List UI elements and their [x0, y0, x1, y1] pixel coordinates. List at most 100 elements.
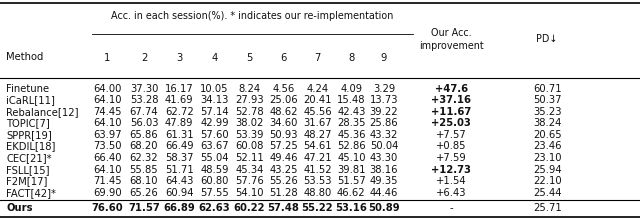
Text: Acc. in each session(%). * indicates our re-implementation: Acc. in each session(%). * indicates our…	[111, 11, 394, 21]
Text: 3: 3	[176, 53, 182, 63]
Text: 10.05: 10.05	[200, 84, 228, 94]
Text: 63.97: 63.97	[93, 130, 122, 140]
Text: 4.24: 4.24	[307, 84, 328, 94]
Text: 13.73: 13.73	[370, 95, 398, 105]
Text: 58.37: 58.37	[165, 153, 193, 163]
Text: 15.48: 15.48	[337, 95, 365, 105]
Text: +7.59: +7.59	[436, 153, 467, 163]
Text: 71.57: 71.57	[128, 203, 160, 214]
Text: 1: 1	[104, 53, 111, 63]
Text: 2: 2	[141, 53, 147, 63]
Text: Ours: Ours	[6, 203, 33, 214]
Text: +1.54: +1.54	[436, 176, 467, 186]
Text: 53.28: 53.28	[130, 95, 158, 105]
Text: 62.72: 62.72	[165, 107, 193, 117]
Text: 63.67: 63.67	[200, 141, 228, 152]
Text: 51.71: 51.71	[165, 165, 193, 175]
Text: 25.86: 25.86	[370, 118, 398, 128]
Text: 35.23: 35.23	[533, 107, 561, 117]
Text: 25.06: 25.06	[269, 95, 298, 105]
Text: FSLL[15]: FSLL[15]	[6, 165, 50, 175]
Text: 52.86: 52.86	[337, 141, 365, 152]
Text: 42.43: 42.43	[337, 107, 365, 117]
Text: EKDIL[18]: EKDIL[18]	[6, 141, 56, 152]
Text: 45.34: 45.34	[236, 165, 264, 175]
Text: Method: Method	[6, 52, 44, 62]
Text: +47.6: +47.6	[435, 84, 468, 94]
Text: 7: 7	[314, 53, 321, 63]
Text: 8: 8	[348, 53, 355, 63]
Text: 56.03: 56.03	[130, 118, 158, 128]
Text: 23.10: 23.10	[533, 153, 561, 163]
Text: 54.10: 54.10	[236, 188, 264, 198]
Text: 60.80: 60.80	[200, 176, 228, 186]
Text: 67.74: 67.74	[130, 107, 158, 117]
Text: -: -	[449, 203, 453, 214]
Text: Our Acc.
improvement: Our Acc. improvement	[419, 28, 483, 51]
Text: 66.89: 66.89	[163, 203, 195, 214]
Text: 43.25: 43.25	[269, 165, 298, 175]
Text: 66.49: 66.49	[165, 141, 193, 152]
Text: 57.25: 57.25	[269, 141, 298, 152]
Text: 34.60: 34.60	[269, 118, 298, 128]
Text: 31.67: 31.67	[303, 118, 332, 128]
Text: 64.10: 64.10	[93, 165, 122, 175]
Text: 60.71: 60.71	[533, 84, 561, 94]
Text: TOPIC[7]: TOPIC[7]	[6, 118, 50, 128]
Text: 65.26: 65.26	[130, 188, 158, 198]
Text: 23.46: 23.46	[533, 141, 561, 152]
Text: 8.24: 8.24	[239, 84, 260, 94]
Text: 25.71: 25.71	[533, 203, 561, 214]
Text: 66.40: 66.40	[93, 153, 122, 163]
Text: 46.62: 46.62	[337, 188, 365, 198]
Text: 62.32: 62.32	[130, 153, 158, 163]
Text: 4: 4	[211, 53, 218, 63]
Text: 74.45: 74.45	[93, 107, 122, 117]
Text: 43.32: 43.32	[370, 130, 398, 140]
Text: 55.04: 55.04	[200, 153, 228, 163]
Text: 51.57: 51.57	[337, 176, 365, 186]
Text: 44.46: 44.46	[370, 188, 398, 198]
Text: 38.02: 38.02	[236, 118, 264, 128]
Text: 53.39: 53.39	[236, 130, 264, 140]
Text: F2M[17]: F2M[17]	[6, 176, 48, 186]
Text: 37.30: 37.30	[130, 84, 158, 94]
Text: 55.85: 55.85	[130, 165, 158, 175]
Text: +7.57: +7.57	[436, 130, 467, 140]
Text: iCaRL[11]: iCaRL[11]	[6, 95, 55, 105]
Text: 47.89: 47.89	[165, 118, 193, 128]
Text: 41.69: 41.69	[165, 95, 193, 105]
Text: CEC[21]*: CEC[21]*	[6, 153, 52, 163]
Text: 48.80: 48.80	[303, 188, 332, 198]
Text: 42.99: 42.99	[200, 118, 228, 128]
Text: Rebalance[12]: Rebalance[12]	[6, 107, 79, 117]
Text: Finetune: Finetune	[6, 84, 49, 94]
Text: 57.76: 57.76	[236, 176, 264, 186]
Text: 5: 5	[246, 53, 253, 63]
Text: 52.78: 52.78	[236, 107, 264, 117]
Text: 50.04: 50.04	[370, 141, 398, 152]
Text: 48.62: 48.62	[269, 107, 298, 117]
Text: 22.10: 22.10	[533, 176, 561, 186]
Text: 62.63: 62.63	[198, 203, 230, 214]
Text: 4.56: 4.56	[273, 84, 294, 94]
Text: 9: 9	[381, 53, 387, 63]
Text: 60.22: 60.22	[234, 203, 266, 214]
Text: 64.10: 64.10	[93, 95, 122, 105]
Text: 49.35: 49.35	[370, 176, 398, 186]
Text: 53.16: 53.16	[335, 203, 367, 214]
Text: +6.43: +6.43	[436, 188, 467, 198]
Text: FACT[42]*: FACT[42]*	[6, 188, 56, 198]
Text: 76.60: 76.60	[92, 203, 124, 214]
Text: 45.56: 45.56	[303, 107, 332, 117]
Text: 43.30: 43.30	[370, 153, 398, 163]
Text: 68.10: 68.10	[130, 176, 158, 186]
Text: 45.36: 45.36	[337, 130, 365, 140]
Text: +12.73: +12.73	[431, 165, 471, 175]
Text: 57.55: 57.55	[200, 188, 228, 198]
Text: +37.16: +37.16	[431, 95, 471, 105]
Text: 38.16: 38.16	[370, 165, 398, 175]
Text: 69.90: 69.90	[93, 188, 122, 198]
Text: 38.24: 38.24	[533, 118, 561, 128]
Text: 50.93: 50.93	[269, 130, 298, 140]
